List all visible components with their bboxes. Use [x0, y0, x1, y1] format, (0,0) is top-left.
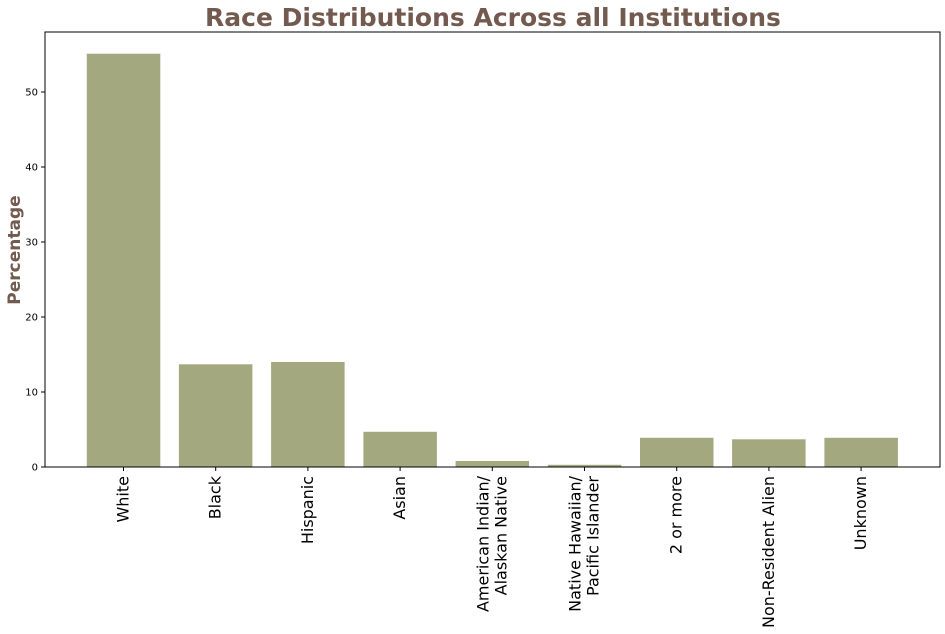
x-tick-label: White	[114, 476, 133, 523]
y-tick-label: 10	[25, 388, 38, 399]
bar-8	[824, 437, 898, 468]
x-tick-label: Asian	[390, 476, 409, 520]
bar-0	[86, 53, 161, 467]
chart-title: Race Distributions Across all Institutio…	[205, 3, 781, 32]
bar-5	[547, 464, 622, 468]
x-tick-label: Native Hawaiian/Pacific Islander	[566, 475, 603, 611]
y-tick-label: 30	[25, 238, 38, 249]
x-tick-label: American Indian/Alaskan Native	[473, 475, 510, 612]
plot-frame	[44, 31, 941, 468]
x-tick-label: Hispanic	[298, 476, 317, 544]
bar-6	[640, 437, 714, 468]
y-tick-label: 40	[25, 163, 38, 174]
bar-7	[732, 439, 806, 468]
y-tick-label: 0	[32, 463, 38, 474]
bars-group	[86, 53, 898, 468]
y-axis: 0 10 20 30 40 50	[25, 88, 45, 474]
x-tick-label: Black	[206, 475, 225, 519]
x-tick-label: Unknown	[851, 476, 870, 550]
bar-3	[363, 431, 437, 468]
x-tick-label: Non-Resident Alien	[759, 476, 778, 628]
y-axis-label: Percentage	[5, 195, 25, 304]
y-tick-label: 20	[25, 313, 38, 324]
x-axis: White Black Hispanic Asian American Indian/A…	[114, 467, 870, 628]
x-tick-label: 2 or more	[667, 476, 686, 554]
y-tick-label: 50	[25, 88, 38, 99]
bar-4	[455, 461, 530, 467]
bar-2	[271, 362, 345, 467]
bar-1	[178, 364, 253, 468]
